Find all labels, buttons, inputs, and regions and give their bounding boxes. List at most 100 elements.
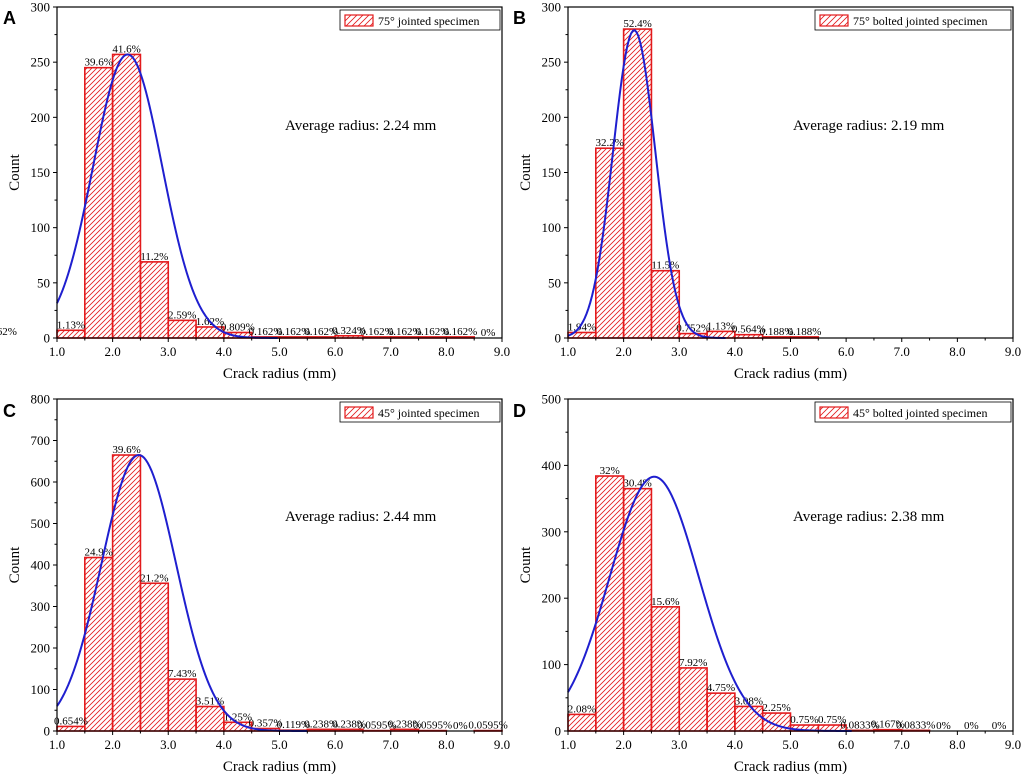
histogram-bar xyxy=(195,326,225,339)
x-tick-label: 4.0 xyxy=(216,737,232,752)
chart-panel-a: A1.13%39.6%41.6%11.2%2.59%1.62%0.809%0.1… xyxy=(0,0,510,382)
legend-box xyxy=(814,9,1012,31)
bar-percent-label: 0% xyxy=(481,327,496,339)
panel-letter: D xyxy=(513,401,526,421)
y-tick-label: 0 xyxy=(555,724,562,739)
average-radius-annotation: Average radius: 2.24 mm xyxy=(285,118,437,134)
y-tick-label: 400 xyxy=(542,458,562,473)
legend-label: 75° jointed specimen xyxy=(378,14,479,28)
bar-percent-label: 0.162% xyxy=(0,326,17,338)
y-tick-label: 200 xyxy=(542,591,562,606)
x-tick-label: 8.0 xyxy=(949,737,965,752)
y-tick-label: 800 xyxy=(31,392,51,407)
bar-percent-label: 0.162% xyxy=(416,326,450,338)
bar-percent-label: 24.9% xyxy=(85,547,113,559)
x-tick-label: 3.0 xyxy=(671,737,687,752)
bar-percent-label: 15.6% xyxy=(651,596,679,608)
bar-percent-label: 0.752% xyxy=(676,323,710,335)
bar-percent-label: 0.75% xyxy=(818,714,846,726)
bar-percent-label: 1.13% xyxy=(707,320,735,332)
x-tick-label: 9.0 xyxy=(1005,344,1021,359)
bar-percent-label: 11.5% xyxy=(651,260,679,272)
bar-percent-label: 1.94% xyxy=(568,321,596,333)
bar-percent-label: 0.162% xyxy=(443,326,477,338)
normal-fit-curve xyxy=(56,454,308,732)
bar-percent-label: 41.6% xyxy=(112,43,140,55)
y-tick-label: 100 xyxy=(31,220,51,235)
bar-percent-label: 2.59% xyxy=(168,309,196,321)
y-tick-label: 100 xyxy=(31,682,51,697)
x-axis-title: Crack radius (mm) xyxy=(734,366,847,382)
legend-swatch xyxy=(344,14,374,27)
legend-label: 45° bolted jointed specimen xyxy=(853,406,987,420)
histogram-bar xyxy=(167,319,197,339)
bar-percent-label: 4.75% xyxy=(707,682,735,694)
x-tick-label: 5.0 xyxy=(271,737,287,752)
x-tick-label: 6.0 xyxy=(838,737,854,752)
histogram-bar xyxy=(56,329,86,339)
y-axis-title: Count xyxy=(7,153,23,191)
bar-percent-label: 0.238% xyxy=(332,718,366,730)
y-tick-label: 100 xyxy=(542,220,562,235)
normal-fit-curve xyxy=(567,475,852,732)
histogram-bar xyxy=(84,66,114,339)
y-tick-label: 600 xyxy=(31,475,51,490)
bar-percent-label: 0% xyxy=(964,720,979,732)
bar-percent-label: 0.162% xyxy=(304,326,338,338)
bar-percent-label: 2.08% xyxy=(568,703,596,715)
bar-percent-label: 0.238% xyxy=(304,718,338,730)
x-tick-label: 3.0 xyxy=(160,737,176,752)
bar-percent-label: 3.08% xyxy=(735,695,763,707)
histogram-bar xyxy=(734,705,764,732)
legend-box xyxy=(814,401,1012,423)
bar-percent-label: 0.809% xyxy=(221,321,255,333)
x-tick-label: 2.0 xyxy=(105,737,121,752)
x-tick-label: 7.0 xyxy=(383,737,399,752)
histogram-bar xyxy=(84,556,114,732)
x-tick-label: 3.0 xyxy=(160,344,176,359)
legend-swatch xyxy=(819,406,849,419)
histogram-bar xyxy=(111,53,142,339)
y-tick-label: 200 xyxy=(542,110,562,125)
bar-percent-label: 0.654% xyxy=(54,715,88,727)
bar-percent-label: 52.4% xyxy=(623,18,651,30)
bar-percent-label: 0.0595% xyxy=(357,720,396,732)
x-tick-label: 9.0 xyxy=(1005,737,1021,752)
x-tick-label: 2.0 xyxy=(105,344,121,359)
x-tick-label: 9.0 xyxy=(494,344,510,359)
x-tick-label: 3.0 xyxy=(671,344,687,359)
bar-percent-label: 0.238% xyxy=(388,718,422,730)
bar-percent-label: 0.324% xyxy=(332,325,366,337)
y-tick-label: 300 xyxy=(31,0,51,15)
x-tick-label: 5.0 xyxy=(782,344,798,359)
histogram-bar xyxy=(167,678,197,732)
bar-percent-label: 0% xyxy=(936,720,951,732)
bar-percent-label: 0.162% xyxy=(388,326,422,338)
bar-percent-label: 30.4% xyxy=(623,478,651,490)
x-tick-label: 8.0 xyxy=(438,344,454,359)
x-tick-label: 5.0 xyxy=(271,344,287,359)
bar-percent-label: 1.25% xyxy=(224,711,252,723)
bar-percent-label: 0.0833% xyxy=(840,719,879,731)
x-tick-label: 4.0 xyxy=(216,344,232,359)
legend: 75° jointed specimen xyxy=(339,9,501,31)
panel-letter: C xyxy=(3,401,16,421)
y-tick-label: 200 xyxy=(31,110,51,125)
x-axis-title: Crack radius (mm) xyxy=(223,366,336,382)
y-tick-label: 0 xyxy=(44,331,51,346)
bar-percent-label: 0.119% xyxy=(277,719,311,731)
bar-percent-label: 0% xyxy=(453,720,468,732)
bar-percent-label: 11.2% xyxy=(140,251,168,263)
bar-percent-label: 0.0595% xyxy=(413,720,452,732)
bar-percent-label: 0.0595% xyxy=(468,720,507,732)
bar-percent-label: 7.92% xyxy=(679,657,707,669)
legend-swatch xyxy=(344,406,374,419)
x-tick-label: 1.0 xyxy=(49,344,65,359)
histogram-bar xyxy=(678,667,708,732)
x-tick-label: 7.0 xyxy=(383,344,399,359)
histogram-bar xyxy=(706,692,736,732)
legend-swatch xyxy=(819,14,849,27)
x-tick-label: 4.0 xyxy=(727,737,743,752)
chart-panel-b: B1.94%32.2%52.4%11.5%0.752%1.13%0.564%0.… xyxy=(513,0,1021,382)
